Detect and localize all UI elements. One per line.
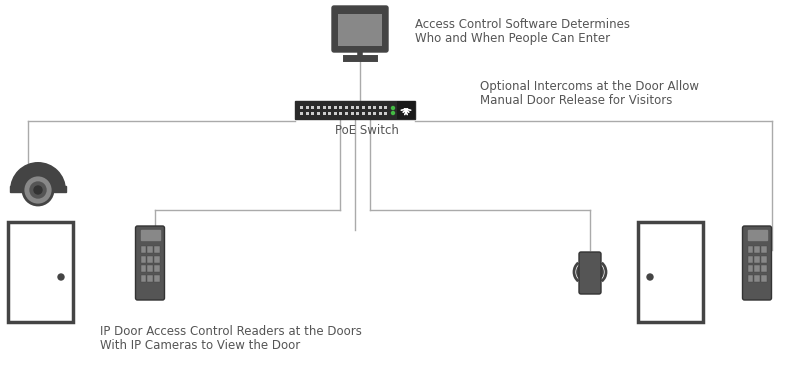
Bar	[747, 255, 753, 262]
Bar	[141, 255, 146, 262]
Bar	[311, 106, 314, 109]
Bar	[141, 274, 146, 281]
Bar	[762, 246, 767, 253]
Bar	[306, 112, 309, 115]
Bar	[638, 222, 703, 322]
Text: Access Control Software Determines: Access Control Software Determines	[415, 18, 630, 31]
FancyBboxPatch shape	[295, 101, 415, 119]
Bar	[154, 265, 160, 272]
Text: With IP Cameras to View the Door: With IP Cameras to View the Door	[100, 339, 300, 352]
Bar	[747, 246, 753, 253]
Circle shape	[30, 182, 46, 198]
Bar	[345, 112, 348, 115]
Bar	[754, 274, 760, 281]
Bar	[147, 246, 153, 253]
Circle shape	[391, 107, 394, 109]
Bar	[754, 265, 760, 272]
Bar	[356, 106, 359, 109]
Bar	[747, 265, 753, 272]
Bar	[322, 106, 326, 109]
Bar	[762, 274, 767, 281]
Bar	[367, 112, 370, 115]
FancyBboxPatch shape	[332, 6, 388, 52]
Bar	[350, 106, 354, 109]
Bar	[373, 112, 376, 115]
Bar	[754, 246, 760, 253]
Circle shape	[23, 175, 53, 205]
FancyBboxPatch shape	[742, 226, 771, 300]
Bar	[10, 186, 66, 192]
FancyBboxPatch shape	[579, 252, 601, 294]
Bar	[322, 112, 326, 115]
Bar	[306, 106, 309, 109]
Bar	[378, 106, 382, 109]
Bar	[328, 106, 331, 109]
Bar	[141, 246, 146, 253]
Bar	[334, 106, 337, 109]
Bar	[317, 112, 320, 115]
FancyBboxPatch shape	[397, 101, 415, 119]
Circle shape	[34, 186, 42, 194]
Circle shape	[58, 274, 64, 280]
Text: IP Door Access Control Readers at the Doors: IP Door Access Control Readers at the Do…	[100, 325, 362, 338]
Text: Manual Door Release for Visitors: Manual Door Release for Visitors	[480, 94, 672, 107]
Bar	[384, 106, 387, 109]
Bar	[300, 106, 303, 109]
Bar	[747, 274, 753, 281]
Bar	[339, 106, 342, 109]
Bar	[762, 255, 767, 262]
Bar	[362, 106, 365, 109]
Bar	[154, 246, 160, 253]
Bar	[384, 112, 387, 115]
Bar	[754, 255, 760, 262]
Bar	[147, 255, 153, 262]
Text: PoE Switch: PoE Switch	[335, 124, 399, 137]
Bar	[334, 112, 337, 115]
FancyBboxPatch shape	[135, 226, 165, 300]
Wedge shape	[10, 162, 66, 190]
Bar	[147, 265, 153, 272]
Bar	[362, 112, 365, 115]
Text: Who and When People Can Enter: Who and When People Can Enter	[415, 32, 610, 45]
Bar	[317, 106, 320, 109]
Bar	[350, 112, 354, 115]
Circle shape	[647, 274, 653, 280]
Bar	[300, 112, 303, 115]
Text: Optional Intercoms at the Door Allow: Optional Intercoms at the Door Allow	[480, 80, 699, 93]
Bar	[154, 274, 160, 281]
Bar	[747, 230, 766, 240]
Bar	[141, 265, 146, 272]
Bar	[378, 112, 382, 115]
Bar	[8, 222, 73, 322]
Bar	[311, 112, 314, 115]
Bar	[154, 255, 160, 262]
Bar	[328, 112, 331, 115]
Bar	[367, 106, 370, 109]
Circle shape	[391, 112, 394, 115]
Bar	[762, 265, 767, 272]
Bar	[345, 106, 348, 109]
Bar	[373, 106, 376, 109]
Bar	[339, 112, 342, 115]
Bar	[147, 274, 153, 281]
Bar	[141, 230, 159, 240]
Bar	[356, 112, 359, 115]
FancyBboxPatch shape	[338, 14, 382, 46]
